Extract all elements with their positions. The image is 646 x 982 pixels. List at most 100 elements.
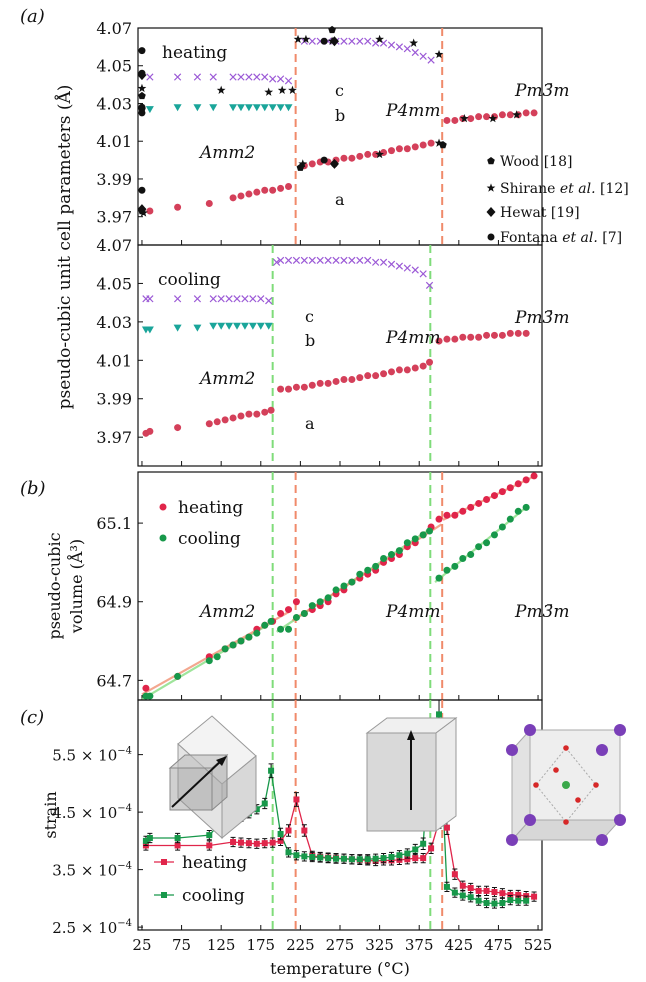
cell-face [529,729,621,821]
param-b-label: b [335,106,345,125]
strain-heating-point [285,827,292,834]
strain-cooling-point [340,855,347,862]
param-c-marker [364,37,372,45]
y-tick-label: 3.5 × 10−4 [52,861,132,880]
strain-heating-point [428,845,435,852]
volume-cooling-point [490,531,498,539]
reference-0-marker [138,91,146,100]
common-labels: (a) (b) (c) pseudo-cubic unit cell paramete… [20,6,86,839]
param-a-marker [300,383,308,391]
cooling-annotation: cooling [158,270,221,290]
param-a-marker [213,418,221,426]
param-c-marker [387,41,396,49]
param-a-marker [308,160,316,168]
param-a-marker [475,333,483,341]
x-tick-label: 375 [405,936,434,954]
polarization-arrow [171,759,223,808]
volume-cooling-point [277,625,285,633]
strain-heating-point [483,887,490,894]
x-tick-label: 25 [132,936,151,954]
reference-1-marker [512,110,522,119]
strain-heating-point [261,840,268,847]
y-tick-label: 5.5 × 10−4 [52,746,132,765]
strain-cooling-point [515,897,522,904]
reference-1-marker [409,38,419,47]
param-c-marker [395,262,404,270]
param-a-marker [292,383,300,391]
param-a-marker [364,150,372,158]
legend-ref-label: Fontana et al. [7] [500,230,622,246]
y-tick-mantissa: 3.5 × 10 [52,862,117,880]
reference-2-marker [329,36,339,47]
legend-ref-marker [487,157,495,165]
panel-b-volume: 64.7 64.9 65.1 heating cooling Amm2 P4mm Pm3̄m [96,471,570,701]
param-a-marker [380,370,388,378]
strain-cooling-point [499,899,506,906]
strain-cooling-point [380,855,387,862]
param-a-marker [490,331,498,339]
y-axis-title-b-line2: volume (Å³) [66,539,86,634]
volume-heating-point [483,496,491,504]
strain-cooling-point [420,840,427,847]
volume-cooling-point [316,598,324,606]
param-a-marker [403,366,411,374]
param-c-marker [300,256,308,264]
param-a-marker [372,372,380,380]
param-c-marker [427,56,435,64]
param-c-marker [173,295,182,303]
volume-heating-point [475,499,483,507]
param-a-marker [269,186,277,194]
y-tick-mantissa: 2.5 × 10 [52,919,117,937]
phase-label-p4mm: P4mm [385,328,441,348]
param-c-marker [332,256,340,264]
y-tick-exponent: −4 [117,803,132,814]
phase-label-p4mm: P4mm [385,101,441,121]
y-tick-label: 4.05 [96,57,132,76]
panel-a-heating: 3.97 3.99 4.01 4.03 4.05 4.07 heating cb a Amm2 P4… [96,19,628,246]
volume-cooling-point [364,566,372,574]
polarization-arrowhead [407,730,415,740]
legend-ref-label-part: et al. [560,181,596,197]
param-a-marker [332,377,340,385]
volume-heating-point [459,507,467,515]
param-c-marker [419,52,427,60]
reference-1-marker [375,149,384,159]
volume-heating-point [522,476,530,484]
oxygen-atom [575,797,581,803]
strain-cooling-point [443,883,450,890]
param-b-marker [209,322,218,330]
param-a-marker [419,141,427,149]
strain-heating-point [412,855,419,862]
phase-label-pm3m: Pm3̄m [514,602,570,622]
volume-cooling-point [435,574,443,582]
x-tick-label: 325 [365,936,394,954]
strain-cooling-point [268,767,275,774]
strain-heating-point [277,837,284,844]
y-tick-label: 4.07 [96,19,132,38]
volume-cooling-point [498,523,506,531]
a-site-atom [506,834,518,846]
param-a-marker [261,408,269,416]
strain-cooling-point [146,835,153,841]
cell-face [366,732,437,832]
param-b-marker [284,104,293,112]
strain-heating-point [459,882,466,889]
param-c-marker [387,260,396,268]
legend-ref-label: Wood [18] [500,154,572,170]
strain-cooling-point [388,853,395,860]
param-c-marker [269,75,277,83]
param-b-marker [240,322,249,330]
param-c-marker [403,264,411,272]
param-a-marker [395,145,403,153]
param-c-marker [324,256,332,264]
param-c-marker [284,256,293,264]
param-a-marker [443,335,451,343]
param-c-marker [237,73,245,81]
volume-heating-point [142,684,150,692]
x-tick-label: 425 [445,936,474,954]
legend-cooling-marker [159,534,167,542]
param-a-marker [467,333,475,341]
param-c-marker [173,73,182,81]
y-tick-exponent: −4 [117,918,132,929]
